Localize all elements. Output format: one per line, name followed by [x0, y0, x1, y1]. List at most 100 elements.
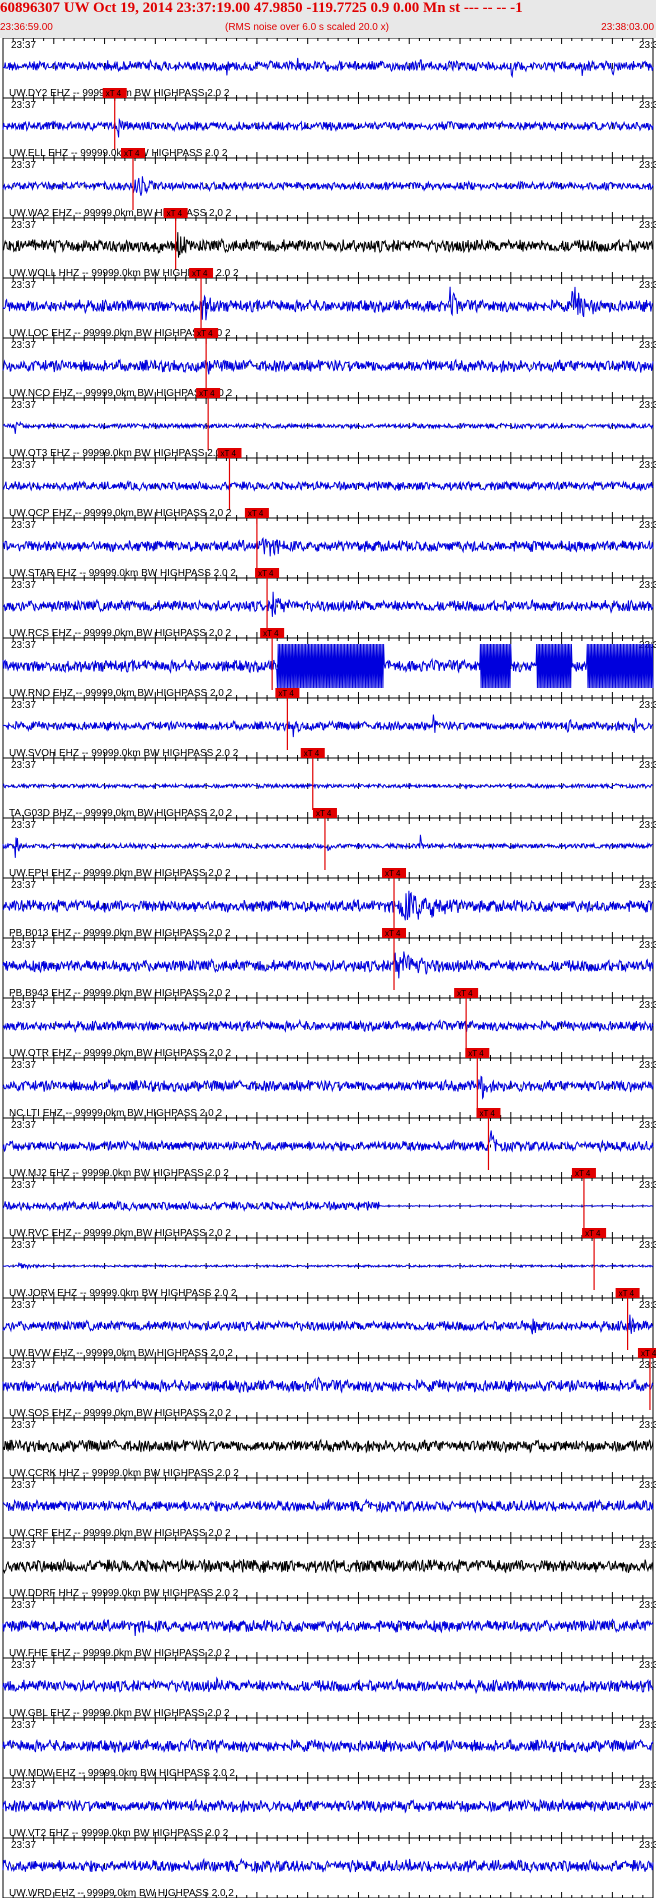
- waveform: [2, 1262, 654, 1271]
- station-label: UW.LOC EHZ -- 99999.0km BW HIGHPASS 2.0 …: [9, 328, 231, 339]
- pick-label: xT 4: [385, 869, 401, 878]
- waveform: [2, 479, 654, 492]
- pick-label: xT 4: [468, 1049, 484, 1058]
- waveform: [2, 286, 654, 321]
- pick-label: xT 4: [316, 809, 332, 818]
- station-label: NC.LTI EHZ -- 99999.0km BW HIGHPASS 2.0 …: [9, 1108, 222, 1119]
- header-bar: 60896307 UW Oct 19, 2014 23:37:19.00 47.…: [0, 0, 656, 38]
- station-label: UW.JORV EHZ -- 99999.0km BW HIGHPASS 2.0…: [9, 1288, 237, 1299]
- pick-label: xT 4: [585, 1229, 601, 1238]
- waveform: [2, 1018, 654, 1033]
- pick-label: xT 4: [263, 629, 279, 638]
- pick-marker-box: [465, 1048, 490, 1058]
- minute-label-right: 23:38: [639, 940, 656, 951]
- pick-marker-box: [571, 1168, 596, 1178]
- pick-label: xT 4: [619, 1289, 635, 1298]
- waveform: [2, 782, 654, 790]
- minute-label-left: 23:37: [11, 280, 36, 291]
- station-label: UW.BVW EHZ -- 99999.0km BW HIGHPASS 2.0 …: [9, 1348, 233, 1359]
- start-time: 23:36:59.00: [0, 22, 53, 33]
- minute-label-left: 23:37: [11, 1300, 36, 1311]
- pick-marker-box: [615, 1288, 640, 1298]
- waveform: [2, 1075, 654, 1100]
- pick-marker-box: [382, 928, 407, 938]
- minute-label-left: 23:37: [11, 1120, 36, 1131]
- minute-label-right: 23:38: [639, 1060, 656, 1071]
- waveform: [2, 951, 654, 979]
- minute-label-left: 23:37: [11, 580, 36, 591]
- pick-label: xT 4: [278, 689, 294, 698]
- station-label: UW.RNO EHZ -- 99999.0km BW HIGHPASS 2.0 …: [9, 688, 233, 699]
- minute-label-left: 23:37: [11, 220, 36, 231]
- minute-label-left: 23:37: [11, 1060, 36, 1071]
- waveform: [2, 420, 654, 434]
- scale-note: (RMS noise over 6.0 s scaled 20.0 x): [225, 22, 389, 33]
- pick-marker-box: [189, 268, 214, 278]
- minute-label-left: 23:37: [11, 40, 36, 51]
- trace-row: 23:37 23:38 xT 4 UW.SVOH EHZ -- 99999.0km B…: [2, 688, 656, 759]
- minute-label-left: 23:37: [11, 1420, 36, 1431]
- station-label: TA.G03D BHZ -- 99999.0km BW HIGHPASS 2.0…: [9, 808, 232, 819]
- waveform: [2, 591, 654, 617]
- pick-marker-box: [255, 568, 280, 578]
- pick-marker-box: [121, 148, 145, 158]
- trace-row: 23:37 23:38 xT 4 UW.RCS EHZ -- 99999.0km BW…: [2, 568, 656, 639]
- station-label: UW.CCRK HHZ -- 99999.0km BW HIGHPASS 2.0…: [9, 1468, 239, 1479]
- minute-label-left: 23:37: [11, 100, 36, 111]
- minute-label-left: 23:37: [11, 1000, 36, 1011]
- pick-marker-box: [476, 1108, 501, 1118]
- trace-row: 23:37 23:38 xT 4 UW.JORV EHZ -- 99999.0km B…: [2, 1228, 656, 1299]
- minute-label-right: 23:38: [639, 700, 656, 711]
- waveform: [2, 1314, 654, 1335]
- pick-marker-box: [244, 508, 269, 518]
- minute-label-right: 23:38: [639, 1000, 656, 1011]
- pick-label: xT 4: [641, 1349, 656, 1358]
- minute-label-left: 23:37: [11, 1240, 36, 1251]
- minute-label-right: 23:38: [639, 1360, 656, 1371]
- station-label: UW.ELL EHZ -- 99999.0km BW HIGHPASS 2.0 …: [9, 148, 228, 159]
- pick-label: xT 4: [220, 449, 236, 458]
- minute-label-right: 23:38: [639, 220, 656, 231]
- minute-label-right: 23:38: [639, 1300, 656, 1311]
- minute-label-right: 23:38: [639, 1120, 656, 1131]
- waveform: [2, 1199, 654, 1212]
- pick-label: xT 4: [192, 269, 208, 278]
- minute-label-right: 23:38: [639, 160, 656, 171]
- trace-row: 23:37 23:38 xT 4 UW.STAR EHZ -- 99999.0km B…: [2, 508, 656, 579]
- trace-row: 23:37 23:38 xT 4 UW.OTR EHZ -- 99999.0km BW…: [2, 988, 656, 1059]
- pick-marker-box: [217, 448, 242, 458]
- end-time: 23:38:03.00: [601, 22, 654, 33]
- station-label: UW.WOLL HHZ -- 99999.0km BW HIGHPASS 2.0…: [9, 268, 239, 279]
- pick-label: xT 4: [199, 389, 215, 398]
- minute-label-right: 23:38: [639, 400, 656, 411]
- pick-label: xT 4: [167, 209, 183, 218]
- trace-row: 23:37 23:38 xT 4 UW.MJ2 EHZ -- 99999.0km BW…: [2, 1108, 656, 1179]
- event-title: 60896307 UW Oct 19, 2014 23:37:19.00 47.…: [0, 0, 523, 16]
- waveform: [2, 1376, 654, 1394]
- waveform: [2, 176, 654, 196]
- pick-label: xT 4: [197, 329, 213, 338]
- pick-label: xT 4: [479, 1109, 495, 1118]
- pick-marker-box: [102, 88, 127, 98]
- minute-label-right: 23:38: [639, 580, 656, 591]
- minute-label-right: 23:38: [639, 1240, 656, 1251]
- trace-row: 23:37 23:38 xT 4 PB.B013 EHZ -- 99999.0km B…: [2, 868, 656, 939]
- pick-label: xT 4: [258, 569, 274, 578]
- waveform: [2, 1130, 654, 1153]
- station-label: PB.B943 EHZ -- 99999.0km BW HIGHPASS 2.0…: [9, 988, 231, 999]
- station-label: UW.OCP EHZ -- 99999.0km BW HIGHPASS 2.0 …: [9, 508, 232, 519]
- pick-marker-box: [637, 1348, 656, 1358]
- station-label: UW.SVOH EHZ -- 99999.0km BW HIGHPASS 2.0…: [9, 748, 239, 759]
- minute-label-left: 23:37: [11, 400, 36, 411]
- station-label: UW.RCS EHZ -- 99999.0km BW HIGHPASS 2.0 …: [9, 628, 232, 639]
- pick-marker-box: [300, 748, 325, 758]
- station-label: UW.RVC EHZ -- 99999.0km BW HIGHPASS 2.0 …: [9, 1228, 231, 1239]
- minute-label-right: 23:38: [639, 1180, 656, 1191]
- minute-label-right: 23:38: [639, 340, 656, 351]
- minute-label-left: 23:37: [11, 760, 36, 771]
